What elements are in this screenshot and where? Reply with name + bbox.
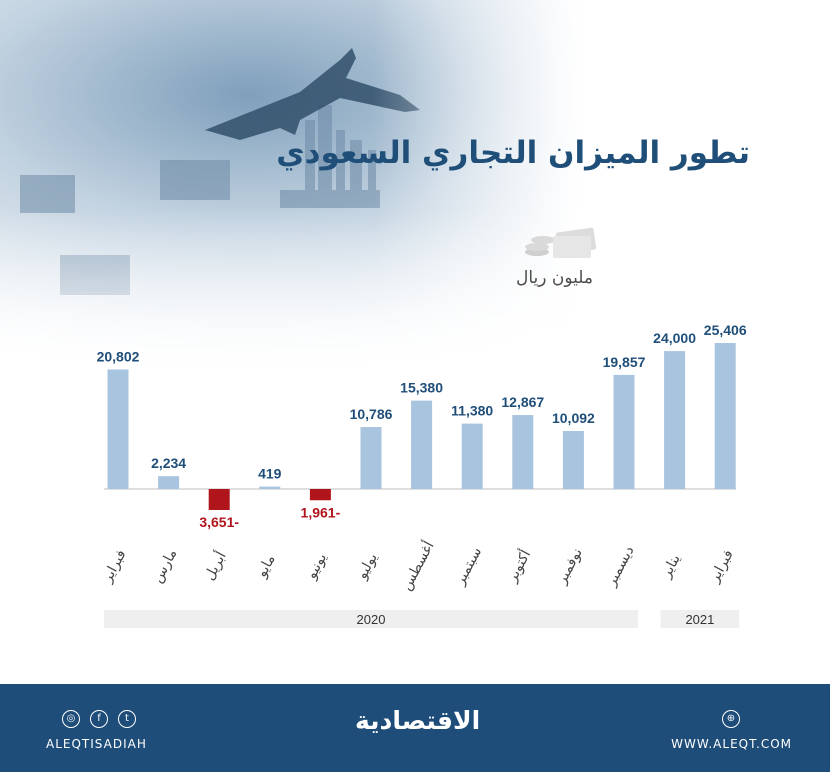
bar-5 [360, 427, 382, 489]
unit-label: مليون ريال [516, 268, 594, 288]
category-label-12: فبراير [706, 547, 737, 586]
data-label-2: 3,651- [199, 514, 239, 530]
globe-icon[interactable]: ⊕ [722, 710, 740, 728]
bar-7 [461, 423, 483, 489]
logo: الاقتصادية [355, 706, 481, 735]
bar-3 [259, 486, 281, 489]
money-icon [525, 227, 597, 258]
background-collage [0, 0, 830, 380]
category-label-3: مايو [253, 552, 278, 581]
facebook-icon[interactable]: f [90, 710, 108, 728]
data-label-0: 20,802 [97, 348, 140, 364]
bar-6 [411, 400, 433, 489]
data-label-12: 25,406 [704, 322, 747, 338]
data-label-9: 10,092 [552, 410, 595, 426]
category-label-2: أبريل [200, 548, 230, 583]
bar-12 [714, 343, 736, 489]
bar-10 [613, 374, 635, 489]
data-label-4: 1,961- [301, 504, 341, 520]
year-label-1: 2021 [685, 612, 714, 627]
footer-bar [0, 684, 830, 772]
data-label-3: 419 [258, 466, 282, 482]
data-label-7: 11,380 [451, 403, 493, 419]
category-label-5: يوليو [354, 550, 381, 582]
category-label-4: يونيو [303, 551, 330, 583]
bar-1 [158, 476, 180, 489]
social-handle: ALEQTISADIAH [46, 737, 147, 751]
bar-9 [562, 431, 584, 489]
data-label-5: 10,786 [350, 406, 393, 422]
bar-0 [107, 369, 129, 489]
site-url[interactable]: WWW.ALEQT.COM [671, 737, 792, 751]
category-label-10: ديسمبر [603, 544, 638, 590]
bar-4 [309, 489, 331, 501]
category-label-8: أكتوبر [502, 546, 534, 585]
instagram-icon[interactable]: ◎ [62, 710, 80, 728]
category-label-9: نوفمبر [553, 546, 585, 588]
category-label-0: فبراير [99, 547, 130, 586]
year-label-0: 2020 [357, 612, 386, 627]
category-label-6: أغسطس [397, 538, 438, 593]
category-label-11: يناير [658, 552, 684, 582]
bar-8 [512, 415, 534, 489]
twitter-icon[interactable]: t [118, 710, 136, 728]
year-band-1 [660, 610, 740, 628]
data-label-8: 12,867 [501, 394, 544, 410]
bar-chart: 20,802 فبراير 2,234 مارس 3,651- أبريل 419 مايو 1… [97, 322, 747, 628]
chart-title: تطور الميزان التجاري السعودي [276, 135, 750, 171]
data-label-1: 2,234 [151, 455, 186, 471]
category-label-7: سبتمبر [452, 545, 485, 589]
data-label-11: 24,000 [653, 330, 696, 346]
category-label-1: مارس [150, 547, 181, 586]
year-band-0 [104, 610, 638, 628]
bar-11 [664, 351, 686, 489]
data-label-10: 19,857 [603, 354, 646, 370]
bar-2 [208, 489, 230, 510]
data-label-6: 15,380 [400, 380, 443, 396]
